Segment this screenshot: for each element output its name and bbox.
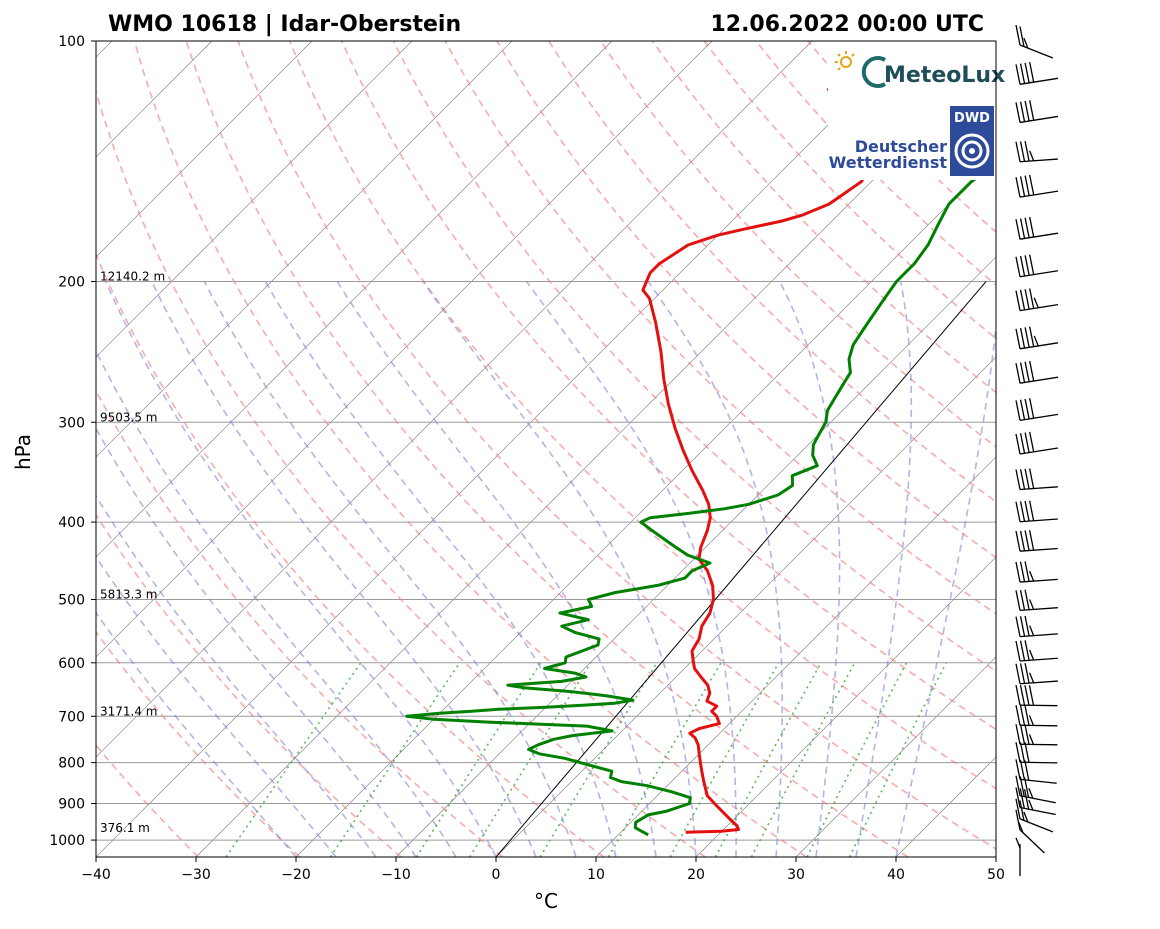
x-tick-label: −20 [281, 867, 311, 883]
y-tick-label: 900 [58, 797, 85, 813]
height-label: 12140.2 m [100, 270, 165, 284]
title-datetime: 12.06.2022 00:00 UTC [710, 12, 984, 37]
y-tick-label: 300 [58, 415, 85, 431]
x-tick-label: 40 [887, 867, 905, 883]
x-tick-label: 50 [987, 867, 1005, 883]
y-tick-label: 100 [58, 34, 85, 50]
x-tick-label: −30 [181, 867, 211, 883]
height-label: 5813.3 m [100, 588, 158, 602]
y-tick-label: 500 [58, 593, 85, 609]
x-tick-label: 0 [492, 867, 501, 883]
barb-shaft [1020, 762, 1057, 763]
y-tick-label: 700 [58, 709, 85, 725]
y-tick-label: 200 [58, 275, 85, 291]
height-label: 9503.5 m [100, 410, 158, 424]
x-tick-label: 10 [587, 867, 605, 883]
x-tick-label: 30 [787, 867, 805, 883]
barb-shaft [1020, 725, 1057, 726]
meteolux-wordmark: MeteoLux [884, 63, 1005, 88]
dwd-line2: Wetterdienst [829, 153, 948, 172]
y-tick-label: 1000 [49, 833, 85, 849]
x-tick-label: −40 [81, 867, 111, 883]
y-tick-label: 600 [58, 656, 85, 672]
x-tick-label: 20 [687, 867, 705, 883]
y-axis-label: hPa [11, 434, 35, 470]
dwd-badge-label: DWD [954, 111, 990, 126]
x-axis-label: °C [534, 889, 558, 913]
barb-shaft [1020, 744, 1057, 745]
y-tick-label: 400 [58, 515, 85, 531]
height-label: 376.1 m [100, 821, 150, 835]
barb-shaft [1020, 705, 1057, 706]
x-tick-label: −10 [381, 867, 411, 883]
height-label: 3171.4 m [100, 704, 158, 718]
title-station: WMO 10618 | Idar-Oberstein [108, 12, 461, 37]
y-tick-label: 800 [58, 756, 85, 772]
